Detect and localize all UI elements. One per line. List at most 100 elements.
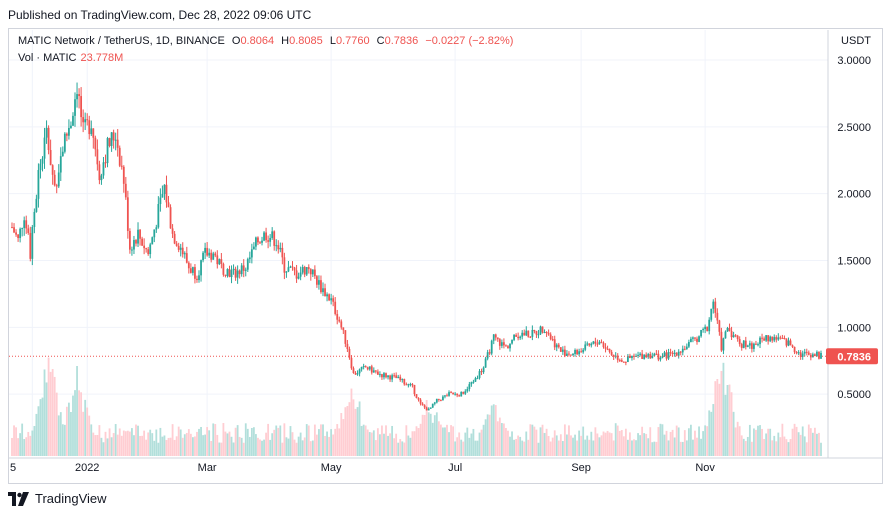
volume-bar (297, 436, 300, 456)
candle-body (118, 147, 121, 166)
candle-body (332, 298, 335, 302)
candle-body (488, 352, 491, 354)
candle-body (527, 330, 530, 337)
candle-body (683, 348, 686, 350)
candle-body (104, 162, 107, 164)
candle-body (263, 232, 265, 241)
volume-bar (663, 434, 666, 456)
volume-bar (31, 430, 34, 456)
volume-bar (415, 426, 418, 456)
candle-body (208, 252, 211, 256)
candle-body (555, 344, 558, 348)
volume-bar (529, 424, 532, 456)
volume-bar (104, 431, 107, 456)
volume-bar (435, 412, 438, 456)
candle-body (657, 353, 660, 360)
candle-body (39, 163, 42, 170)
candle-body (629, 355, 631, 358)
y-tick-label: 1.0000 (837, 322, 871, 334)
volume-bar (133, 435, 135, 456)
volume-bar (303, 437, 306, 456)
volume-bar (807, 424, 810, 456)
volume-bar (344, 407, 347, 456)
candle-body (275, 245, 278, 247)
candle-body (742, 340, 745, 348)
volume-label[interactable]: Vol · MATIC (18, 52, 77, 64)
volume-bar (616, 425, 619, 456)
candle-body (448, 392, 450, 396)
candle-body (651, 356, 654, 359)
volume-bar (797, 432, 800, 456)
tradingview-brand[interactable]: TradingView (8, 491, 107, 506)
volume-bar (196, 431, 198, 456)
candle-body (210, 252, 213, 260)
candle-body (551, 339, 554, 341)
chart-frame[interactable] (8, 28, 883, 484)
volume-bar (218, 442, 221, 456)
candle-body (403, 379, 406, 385)
volume-bar (68, 402, 70, 456)
candle-body (147, 249, 150, 255)
candle-body (748, 343, 751, 346)
volume-bar (366, 429, 369, 456)
volume-bar (110, 437, 113, 456)
volume-bar (320, 424, 322, 456)
volume-bar (423, 414, 426, 456)
candle-body (435, 398, 438, 403)
candle-body (257, 237, 259, 243)
candle-body (694, 337, 696, 339)
volume-bar (171, 424, 174, 456)
candle-body (679, 351, 682, 353)
volume-bar (801, 426, 804, 456)
candle-body (346, 343, 349, 350)
volume-bar (458, 432, 461, 456)
candle-body (94, 137, 97, 150)
candle-body (328, 294, 330, 301)
volume-bar (582, 426, 585, 456)
volume-bar (61, 424, 64, 456)
volume-bar (222, 423, 225, 456)
candle-body (65, 133, 68, 136)
volume-bar (145, 439, 148, 456)
volume-bar (250, 428, 253, 456)
x-tick-label: Nov (695, 462, 715, 474)
volume-bar (675, 425, 678, 456)
candle-body (547, 332, 550, 335)
candle-body (163, 184, 166, 195)
volume-bar (11, 437, 13, 456)
volume-bar (135, 424, 137, 456)
candle-body (86, 119, 89, 121)
volume-bar (165, 439, 168, 456)
volume-bar (220, 442, 223, 456)
volume-bar (33, 426, 36, 456)
volume-bar (468, 437, 471, 456)
volume-bar (257, 437, 259, 456)
candle-body (478, 371, 481, 379)
volume-bar (39, 399, 42, 456)
symbol-title[interactable]: MATIC Network / TetherUS, 1D, BINANCE (18, 35, 225, 47)
candle-body (407, 384, 410, 386)
volume-bar (429, 413, 432, 456)
volume-bar (47, 357, 50, 456)
volume-bar (460, 439, 463, 456)
volume-bar (356, 407, 359, 456)
volume-bar (376, 428, 379, 456)
candle-body (620, 360, 623, 362)
candle-body (151, 237, 154, 245)
volume-bar (185, 432, 188, 456)
volume-bar (120, 435, 123, 456)
candle-body (295, 270, 298, 279)
volume-bar (265, 432, 267, 456)
candle-body (704, 326, 707, 330)
candle-body (541, 326, 544, 333)
candle-body (494, 334, 497, 338)
candle-body (561, 349, 564, 352)
candle-body (287, 267, 290, 272)
candle-body (17, 234, 19, 239)
volume-bar (267, 423, 270, 456)
candle-body (631, 355, 633, 358)
volume-bar (246, 428, 249, 456)
candle-body (820, 352, 822, 359)
candle-body (98, 164, 101, 181)
